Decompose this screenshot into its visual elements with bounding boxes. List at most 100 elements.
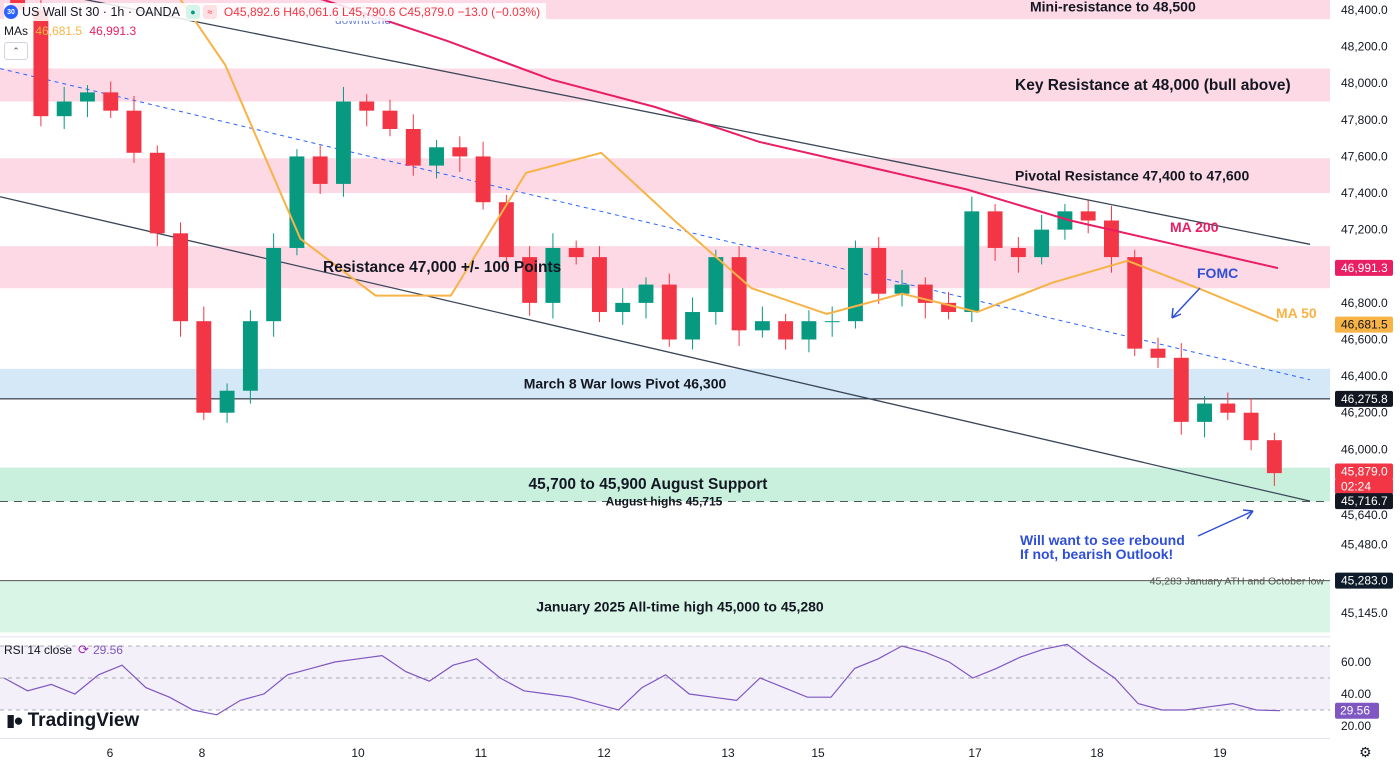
ma200-value: 46,991.3 xyxy=(89,24,136,38)
tradingview-wordmark: TradingView xyxy=(28,710,140,732)
rsi-legend[interactable]: RSI 14 close ⟳ 29.56 xyxy=(4,642,123,658)
candle-25 xyxy=(592,257,607,312)
candle-14 xyxy=(336,102,351,184)
candle-36 xyxy=(848,248,863,321)
candle-52 xyxy=(1220,404,1235,413)
candle-35 xyxy=(825,321,840,322)
y-tick-label-14: 45,640.0 xyxy=(1341,508,1388,522)
annotation-fomc: FOMC xyxy=(1197,265,1238,281)
candle-18 xyxy=(429,147,444,165)
candle-46 xyxy=(1081,211,1096,220)
level-label-august: August highs 45,715 xyxy=(606,494,723,508)
y-tick-label-9: 46,600.0 xyxy=(1341,332,1388,346)
x-tick-label-5: 13 xyxy=(721,746,735,760)
candle-48 xyxy=(1127,257,1142,349)
ohlc-values: O45,892.6 H46,061.6 L45,790.6 C45,879.0 … xyxy=(224,5,540,19)
candle-49 xyxy=(1151,349,1166,358)
symbol-logo-icon: 30 xyxy=(4,5,18,19)
level-label-ath: 45,283 January ATH and October low xyxy=(1150,576,1325,588)
x-tick-label-6: 15 xyxy=(811,746,825,760)
y-tick-label-6: 47,200.0 xyxy=(1341,223,1388,237)
y-tick-label-8: 46,800.0 xyxy=(1341,296,1388,310)
zone-label-4: March 8 War lows Pivot 46,300 xyxy=(524,375,727,391)
candle-16 xyxy=(383,111,398,129)
price-badge-text-ath: 45,283.0 xyxy=(1341,574,1388,588)
price-badge-text-pivot: 46,275.8 xyxy=(1341,392,1388,406)
rsi-value-badge-text: 29.56 xyxy=(1340,704,1370,718)
rsi-label: RSI 14 close xyxy=(4,643,72,657)
candle-13 xyxy=(313,156,328,183)
tradingview-logo[interactable]: ▮● TradingView xyxy=(6,710,139,732)
candle-27 xyxy=(639,285,654,303)
candle-26 xyxy=(615,303,630,312)
flag-icon[interactable]: ● xyxy=(186,5,200,19)
y-tick-label-2: 48,000.0 xyxy=(1341,76,1388,90)
price-badge-text-ma50: 46,681.5 xyxy=(1341,318,1388,332)
candle-4 xyxy=(103,92,118,110)
y-tick-label-3: 47,800.0 xyxy=(1341,113,1388,127)
candle-7 xyxy=(173,233,188,321)
candle-10 xyxy=(243,321,258,391)
rsi-tick-label-1: 40.00 xyxy=(1341,687,1371,701)
rsi-value: 29.56 xyxy=(93,643,123,657)
candle-31 xyxy=(732,257,747,330)
candle-50 xyxy=(1174,358,1189,422)
symbol-header: 30 US Wall St 30 · 1h · OANDA ● ≈ O45,89… xyxy=(4,3,546,21)
candle-24 xyxy=(569,248,584,257)
candle-2 xyxy=(57,102,72,117)
price-badge-text-countdown: 02:24 xyxy=(1341,479,1371,493)
y-tick-label-11: 46,200.0 xyxy=(1341,406,1388,420)
x-tick-label-7: 17 xyxy=(968,746,982,760)
candle-5 xyxy=(127,111,142,153)
candle-12 xyxy=(289,156,304,248)
zone-label-5: 45,700 to 45,900 August Support xyxy=(529,476,768,493)
price-badge-text-last: 45,879.0 xyxy=(1341,464,1388,478)
x-tick-label-2: 10 xyxy=(351,746,365,760)
annotation-bearish: If not, bearish Outlook! xyxy=(1020,546,1173,562)
rsi-indicator-icon[interactable]: ⟳ xyxy=(78,642,89,658)
candle-38 xyxy=(895,285,910,294)
candle-33 xyxy=(778,321,793,339)
x-tick-label-4: 12 xyxy=(597,746,611,760)
rebound-arrow xyxy=(1198,511,1253,536)
candle-34 xyxy=(801,321,816,339)
annotation-ma200: MA 200 xyxy=(1170,219,1219,235)
symbol-title[interactable]: US Wall St 30 · 1h · OANDA xyxy=(22,5,180,19)
time-axis-border xyxy=(0,738,1330,739)
zone-label-0: Mini-resistance to 48,500 xyxy=(1030,0,1196,14)
compare-icon[interactable]: ≈ xyxy=(203,5,217,19)
x-tick-label-8: 18 xyxy=(1090,746,1104,760)
annotation-ma50: MA 50 xyxy=(1276,305,1317,321)
zone-label-3: Resistance 47,000 +/- 100 Points xyxy=(323,259,561,276)
rsi-tick-label-2: 20.00 xyxy=(1341,719,1371,733)
candle-29 xyxy=(685,312,700,339)
zone-label-6: January 2025 All-time high 45,000 to 45,… xyxy=(536,599,824,615)
candle-3 xyxy=(80,92,95,101)
rsi-tick-label-0: 60.00 xyxy=(1341,655,1371,669)
x-tick-label-0: 6 xyxy=(107,746,114,760)
x-tick-label-1: 8 xyxy=(199,746,206,760)
candle-30 xyxy=(708,257,723,312)
y-tick-label-16: 45,145.0 xyxy=(1341,606,1388,620)
candle-15 xyxy=(359,102,374,111)
trendline-upper xyxy=(0,0,1310,244)
settings-gear-icon[interactable]: ⚙ xyxy=(1359,744,1372,761)
y-tick-label-5: 47,400.0 xyxy=(1341,186,1388,200)
x-tick-label-3: 11 xyxy=(475,746,488,760)
candle-47 xyxy=(1104,221,1119,258)
candle-43 xyxy=(1011,248,1026,257)
y-tick-label-12: 46,000.0 xyxy=(1341,442,1388,456)
candle-54 xyxy=(1267,440,1282,473)
zone-label-2: Pivotal Resistance 47,400 to 47,600 xyxy=(1015,168,1249,184)
zone-label-1: Key Resistance at 48,000 (bull above) xyxy=(1015,77,1291,94)
x-tick-label-9: 19 xyxy=(1213,746,1227,760)
candle-21 xyxy=(499,202,514,257)
collapse-legend-button[interactable]: ⌃ xyxy=(4,42,28,60)
ma-legend[interactable]: MAs 46,681.5 46,991.3 xyxy=(4,24,136,38)
y-tick-label-15: 45,480.0 xyxy=(1341,538,1388,552)
y-tick-label-4: 47,600.0 xyxy=(1341,149,1388,163)
candle-53 xyxy=(1244,413,1259,440)
candle-32 xyxy=(755,321,770,330)
